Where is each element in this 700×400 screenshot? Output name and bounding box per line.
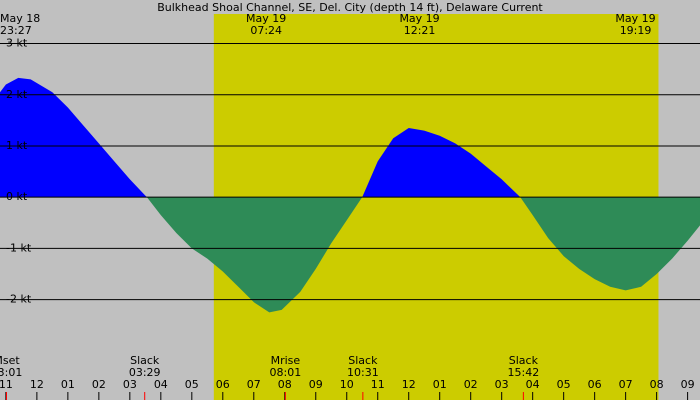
x-tick-label: 12 bbox=[30, 378, 44, 391]
flood-area bbox=[0, 77, 700, 198]
x-tick-label: 03 bbox=[123, 378, 137, 391]
x-tick-label: 02 bbox=[92, 378, 106, 391]
y-tick-label: 0 kt bbox=[6, 190, 28, 203]
x-tick-label: 08 bbox=[650, 378, 664, 391]
event-label: Mset bbox=[0, 354, 20, 367]
peak-time: 12:21 bbox=[404, 24, 436, 37]
peak-date: May 19 bbox=[615, 12, 655, 25]
event-time: 23:01 bbox=[0, 366, 22, 379]
peak-date: May 18 bbox=[0, 12, 40, 25]
x-tick-label: 09 bbox=[681, 378, 695, 391]
chart-title: Bulkhead Shoal Channel, SE, Del. City (d… bbox=[157, 1, 543, 14]
x-tick-label: 06 bbox=[216, 378, 230, 391]
x-tick-label: 09 bbox=[309, 378, 323, 391]
x-tick-label: 02 bbox=[464, 378, 478, 391]
x-tick-label: 05 bbox=[185, 378, 199, 391]
x-tick-label: 05 bbox=[557, 378, 571, 391]
ebb-area bbox=[146, 197, 700, 313]
x-tick-label: 06 bbox=[588, 378, 602, 391]
x-tick-label: 12 bbox=[402, 378, 416, 391]
peak-date: May 19 bbox=[246, 12, 286, 25]
peak-time: 19:19 bbox=[620, 24, 652, 37]
event-label: Mrise bbox=[271, 354, 301, 367]
x-tick-label: 11 bbox=[371, 378, 385, 391]
y-tick-label: 1 kt bbox=[6, 139, 28, 152]
x-tick-label: 01 bbox=[433, 378, 447, 391]
event-time: 08:01 bbox=[270, 366, 302, 379]
x-tick-label: 04 bbox=[526, 378, 540, 391]
y-tick-label: 3 kt bbox=[6, 37, 28, 50]
event-label: Slack bbox=[130, 354, 160, 367]
y-tick-label: -2 kt bbox=[6, 293, 32, 306]
event-time: 15:42 bbox=[508, 366, 540, 379]
event-time: 10:31 bbox=[347, 366, 379, 379]
x-tick-label: 01 bbox=[61, 378, 75, 391]
event-label: Slack bbox=[509, 354, 539, 367]
x-tick-label: 11 bbox=[0, 378, 13, 391]
x-tick-label: 07 bbox=[619, 378, 633, 391]
peak-date: May 19 bbox=[399, 12, 439, 25]
x-tick-label: 10 bbox=[340, 378, 354, 391]
x-tick-label: 07 bbox=[247, 378, 261, 391]
peak-time: 23:27 bbox=[0, 24, 32, 37]
x-tick-label: 08 bbox=[278, 378, 292, 391]
y-tick-label: -1 kt bbox=[6, 241, 32, 254]
x-tick-label: 03 bbox=[495, 378, 509, 391]
y-tick-label: 2 kt bbox=[6, 88, 28, 101]
event-time: 03:29 bbox=[129, 366, 161, 379]
x-tick-label: 04 bbox=[154, 378, 168, 391]
peak-time: 07:24 bbox=[250, 24, 282, 37]
event-label: Slack bbox=[348, 354, 378, 367]
